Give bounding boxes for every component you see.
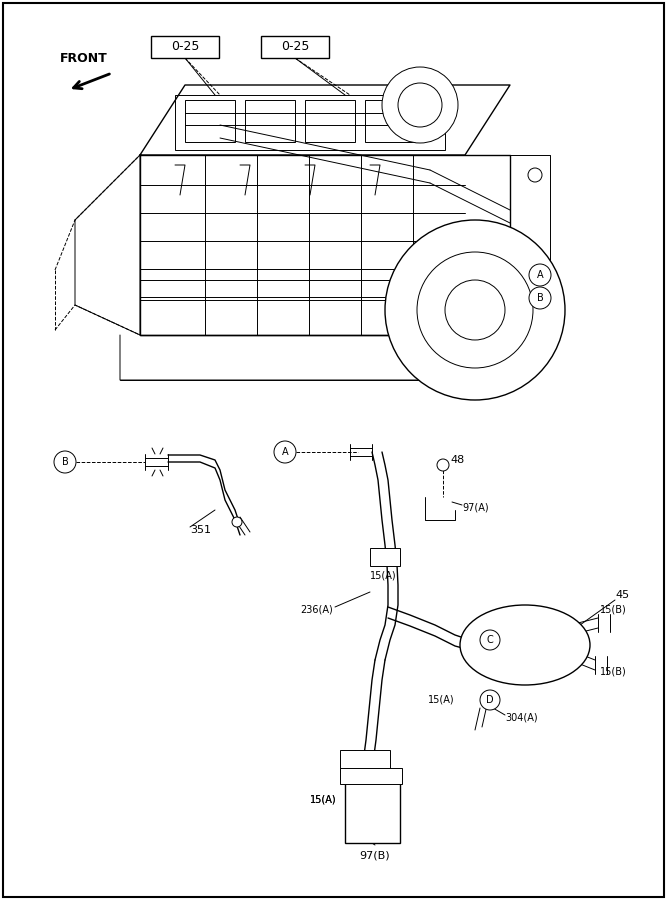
- Circle shape: [382, 67, 458, 143]
- Circle shape: [445, 280, 505, 340]
- Bar: [185, 100, 235, 142]
- Text: 304(A): 304(A): [505, 713, 538, 723]
- Circle shape: [480, 630, 500, 650]
- Bar: [261, 36, 329, 58]
- Text: 15(B): 15(B): [600, 605, 627, 615]
- Ellipse shape: [428, 323, 444, 342]
- Circle shape: [528, 168, 542, 182]
- Text: D: D: [486, 695, 494, 705]
- Circle shape: [417, 252, 533, 368]
- Text: 48: 48: [450, 455, 464, 465]
- Text: B: B: [61, 457, 69, 467]
- Circle shape: [54, 451, 76, 473]
- Bar: [245, 100, 295, 142]
- Ellipse shape: [465, 258, 485, 272]
- Bar: [305, 100, 355, 142]
- Text: 15(A): 15(A): [428, 695, 455, 705]
- Text: 45: 45: [615, 590, 629, 600]
- Text: 0-25: 0-25: [281, 40, 309, 53]
- Circle shape: [480, 690, 500, 710]
- Text: FRONT: FRONT: [60, 51, 108, 65]
- Bar: [365, 100, 415, 142]
- Circle shape: [529, 264, 551, 286]
- Circle shape: [232, 517, 242, 527]
- Ellipse shape: [428, 278, 444, 297]
- Text: 15(B): 15(B): [600, 667, 627, 677]
- Circle shape: [529, 287, 551, 309]
- Circle shape: [398, 83, 442, 127]
- Ellipse shape: [465, 348, 485, 362]
- Bar: [175, 95, 445, 150]
- Bar: [340, 750, 390, 772]
- Text: 15(A): 15(A): [310, 795, 337, 805]
- Ellipse shape: [506, 278, 522, 297]
- Ellipse shape: [460, 605, 590, 685]
- Text: 97(A): 97(A): [462, 503, 489, 513]
- Circle shape: [274, 441, 296, 463]
- Bar: [340, 768, 402, 784]
- Text: 351: 351: [190, 525, 211, 535]
- Circle shape: [348, 784, 356, 792]
- Text: B: B: [537, 293, 544, 303]
- Text: 236(A): 236(A): [300, 605, 333, 615]
- Text: A: A: [537, 270, 544, 280]
- Bar: [345, 778, 400, 843]
- Text: 15(A): 15(A): [370, 570, 397, 580]
- Text: C: C: [487, 635, 494, 645]
- Circle shape: [386, 784, 394, 792]
- Circle shape: [365, 803, 379, 817]
- Text: A: A: [281, 447, 288, 457]
- Bar: [151, 36, 219, 58]
- Circle shape: [528, 308, 542, 322]
- Text: 0-25: 0-25: [171, 40, 199, 53]
- Circle shape: [437, 459, 449, 471]
- Circle shape: [385, 220, 565, 400]
- Text: 15(A): 15(A): [310, 795, 337, 805]
- Bar: [370, 548, 400, 566]
- Ellipse shape: [506, 323, 522, 342]
- Text: 97(B): 97(B): [360, 850, 390, 860]
